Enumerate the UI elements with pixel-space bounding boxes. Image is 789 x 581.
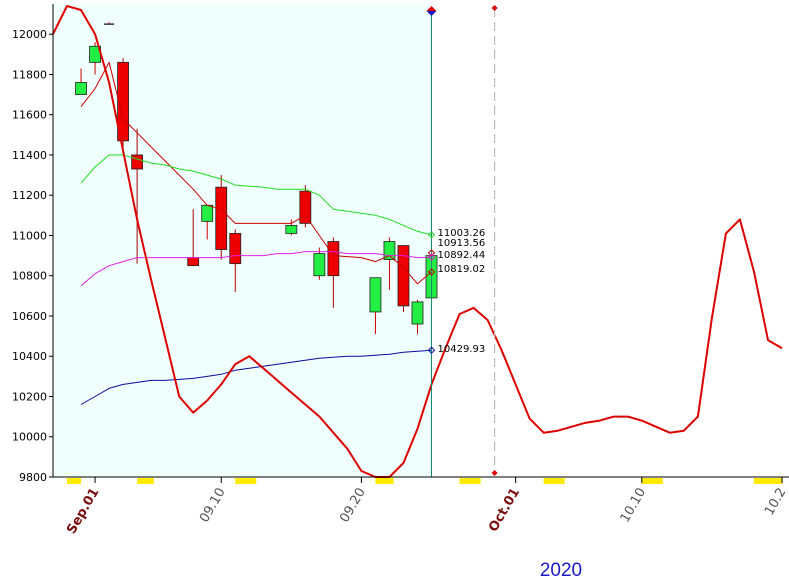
value-label: 10913.56 — [438, 238, 486, 249]
x-axis-weekend-bar — [543, 478, 565, 484]
candle — [369, 277, 382, 335]
series-line-magenta — [80, 251, 432, 287]
value-marker — [427, 346, 436, 354]
x-tick-label: 09.20 — [337, 486, 369, 526]
candle — [215, 175, 228, 260]
candle — [131, 128, 144, 264]
candle — [383, 237, 396, 290]
y-tick-label: 9800 — [19, 471, 47, 484]
y-tick-label: 12000 — [12, 28, 47, 41]
y-tick-label: 11000 — [12, 229, 47, 242]
x-tick-label: 10.10 — [618, 486, 650, 526]
y-tick-labels: 9800 10000 10200 10400 10600 10800 11000 11200 1… — [12, 28, 53, 484]
candle-body — [299, 190, 312, 224]
candle — [327, 237, 340, 308]
candle-body — [369, 277, 382, 313]
x-axis-weekend-bar — [137, 478, 154, 484]
value-label: 10429.93 — [438, 344, 486, 355]
x-axis-bars — [67, 478, 782, 484]
candle — [117, 58, 129, 147]
candle — [411, 299, 424, 335]
candle-body — [131, 154, 144, 170]
x-axis-weekend-bar — [235, 478, 257, 484]
y-tick-label: 10600 — [12, 310, 47, 323]
x-axis-weekend-bar — [753, 478, 782, 484]
series-line-thin_red — [80, 61, 432, 285]
y-tick-label: 11400 — [12, 149, 47, 162]
diamond-marker-bottom — [426, 11, 437, 16]
candle — [104, 22, 115, 25]
forecast-marker — [491, 5, 498, 11]
candle-body — [215, 186, 228, 250]
candle-body — [117, 61, 129, 142]
indicator-lines-group — [52, 5, 783, 478]
x-axis-weekend-bar — [641, 478, 663, 484]
candle-body — [229, 233, 242, 265]
value-marker — [427, 231, 436, 239]
candle-body — [397, 245, 410, 307]
y-tick-label: 11600 — [12, 109, 47, 122]
x-tick-label: 09.10 — [197, 486, 229, 526]
value-marker — [427, 268, 436, 276]
y-tick-label: 10000 — [12, 431, 47, 444]
diamond-marker-top — [426, 6, 437, 11]
y-tick-label: 11200 — [12, 189, 47, 202]
y-tick-label: 10800 — [12, 270, 47, 283]
plot-shaded-region — [53, 4, 432, 477]
candle — [229, 229, 242, 292]
candle — [313, 247, 326, 280]
value-label: 10892.44 — [438, 250, 486, 261]
series-line-green — [80, 154, 432, 236]
value-label: 11003.26 — [438, 228, 486, 239]
y-tick-label: 11800 — [12, 68, 47, 81]
x-tick-label: Oct.01 — [486, 486, 523, 535]
y-tick-label: 10200 — [12, 390, 47, 403]
series-line-thick_red — [52, 5, 783, 478]
series-line-blue — [80, 349, 432, 405]
candle — [397, 245, 410, 312]
value-label: 10819.02 — [438, 264, 486, 275]
x-axis-weekend-bar — [67, 478, 82, 484]
candle-body — [383, 241, 396, 261]
forecast-marker — [491, 470, 498, 476]
candle-body — [201, 204, 214, 222]
candle-body — [313, 253, 326, 277]
x-tick-label: Sep.01 — [64, 486, 102, 537]
candle-body — [75, 82, 87, 95]
y-tick-label: 10400 — [12, 350, 47, 363]
x-axis-weekend-bar — [375, 478, 394, 484]
x-tick-label: 10.2 — [762, 486, 789, 519]
candle-body — [411, 301, 424, 325]
x-tick-labels: Sep.01 09.10 09.20 Oct.01 10.10 10.2 — [64, 477, 789, 537]
markers-group — [426, 5, 498, 476]
candle — [75, 68, 87, 95]
candle — [299, 185, 312, 228]
candle-body — [327, 241, 340, 277]
x-axis-weekend-bar — [459, 478, 481, 484]
candle — [285, 219, 298, 236]
year-label: 2020 — [540, 560, 582, 581]
candle-body — [187, 257, 200, 267]
candle-body — [285, 225, 298, 234]
value-marker — [427, 253, 436, 261]
